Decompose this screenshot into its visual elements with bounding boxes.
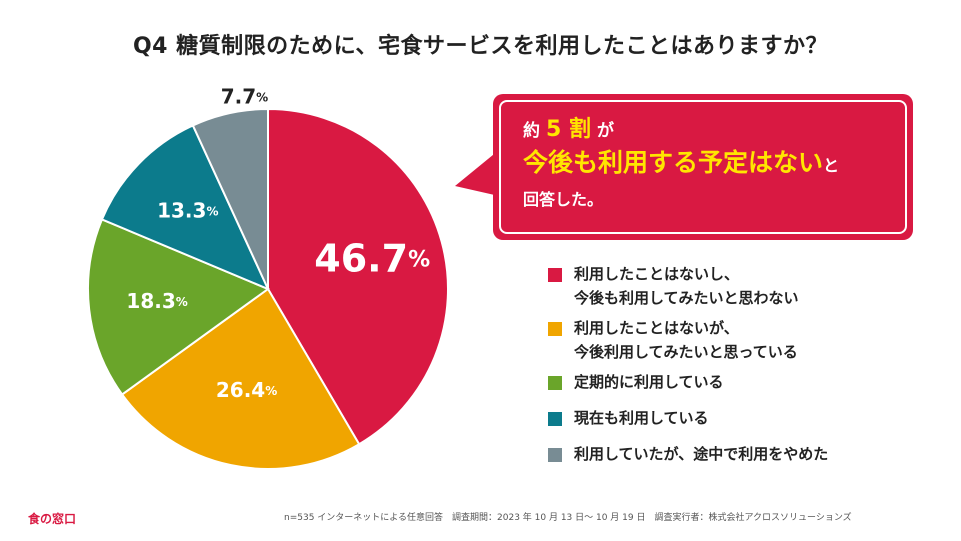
callout-highlight-message: 今後も利用する予定はない (523, 148, 824, 177)
pie-value-label-2: 26.4% (216, 378, 277, 402)
chart-title: Q4 糖質制限のために、宅食サービスを利用したことはありますか？ (132, 34, 828, 59)
pie-value-unit-4: % (206, 204, 218, 218)
pie-value-unit-3: % (176, 294, 188, 308)
callout-suffix: が (596, 121, 614, 141)
pie-slice-4 (100, 124, 270, 291)
legend-label-1: 利用したことはないし、 今後も利用してみたいと思わない (574, 265, 799, 307)
survey-note: n=535 インターネットによる任意回答 調査期間：2023 年 10 月 13… (284, 513, 852, 523)
pie-value-label-3: 18.3% (126, 288, 187, 312)
pie-value-number-1: 46.7 (314, 236, 408, 280)
legend-label-3: 定期的に利用している (574, 373, 724, 391)
legend-swatch-1 (548, 268, 562, 282)
pie-slice-1 (267, 107, 449, 446)
pie-value-number-4: 13.3 (157, 198, 206, 222)
callout-pointer (455, 150, 499, 196)
callout-box: 約 5 割が 今後も利用する予定はないと 回答した。 (493, 94, 913, 240)
legend-item-3: 定期的に利用している (548, 370, 948, 394)
brand-logo-text: 食の窓口 (28, 512, 77, 526)
legend-item-4: 現在も利用している (548, 406, 948, 430)
pie-slice-5 (191, 107, 269, 290)
pie-value-number-5: 7.7 (221, 84, 256, 108)
legend-swatch-2 (548, 322, 562, 336)
legend-swatch-5 (548, 448, 562, 462)
callout-line-1: 約 5 割が (523, 118, 885, 143)
pie-value-label-5: 7.7% (221, 84, 268, 108)
legend-swatch-3 (548, 376, 562, 390)
callout-prefix: 約 (523, 121, 540, 141)
pie-value-unit-5: % (256, 90, 268, 104)
callout-line2-suffix: と (823, 156, 840, 175)
legend-label-4: 現在も利用している (574, 409, 709, 427)
legend-label-5: 利用していたが、途中で利用をやめた (574, 445, 829, 463)
pie-slice-3 (87, 218, 271, 396)
chart-legend: 利用したことはないし、 今後も利用してみたいと思わない 利用したことはないが、 今… (548, 262, 948, 466)
pie-value-label-4: 13.3% (157, 198, 218, 222)
legend-label-2: 利用したことはないが、 今後利用してみたいと思っている (574, 319, 798, 361)
pie-value-unit-2: % (265, 384, 277, 398)
pie-value-label-1: 46.7% (314, 236, 430, 280)
legend-item-2: 利用したことはないが、 今後利用してみたいと思っている (548, 316, 948, 364)
legend-swatch-4 (548, 412, 562, 426)
pie-value-number-2: 26.4 (216, 378, 265, 402)
callout-inner-frame: 約 5 割が 今後も利用する予定はないと 回答した。 (499, 100, 907, 234)
pie-value-unit-1: % (408, 248, 430, 273)
pie-slice-2 (120, 287, 361, 470)
pie-value-number-3: 18.3 (126, 288, 175, 312)
legend-item-5: 利用していたが、途中で利用をやめた (548, 442, 948, 466)
callout-line-3: 回答した。 (523, 190, 604, 209)
legend-item-1: 利用したことはないし、 今後も利用してみたいと思わない (548, 262, 948, 310)
callout-highlight-ratio: 5 割 (546, 117, 591, 142)
callout-line-2: 今後も利用する予定はないと (523, 143, 885, 186)
